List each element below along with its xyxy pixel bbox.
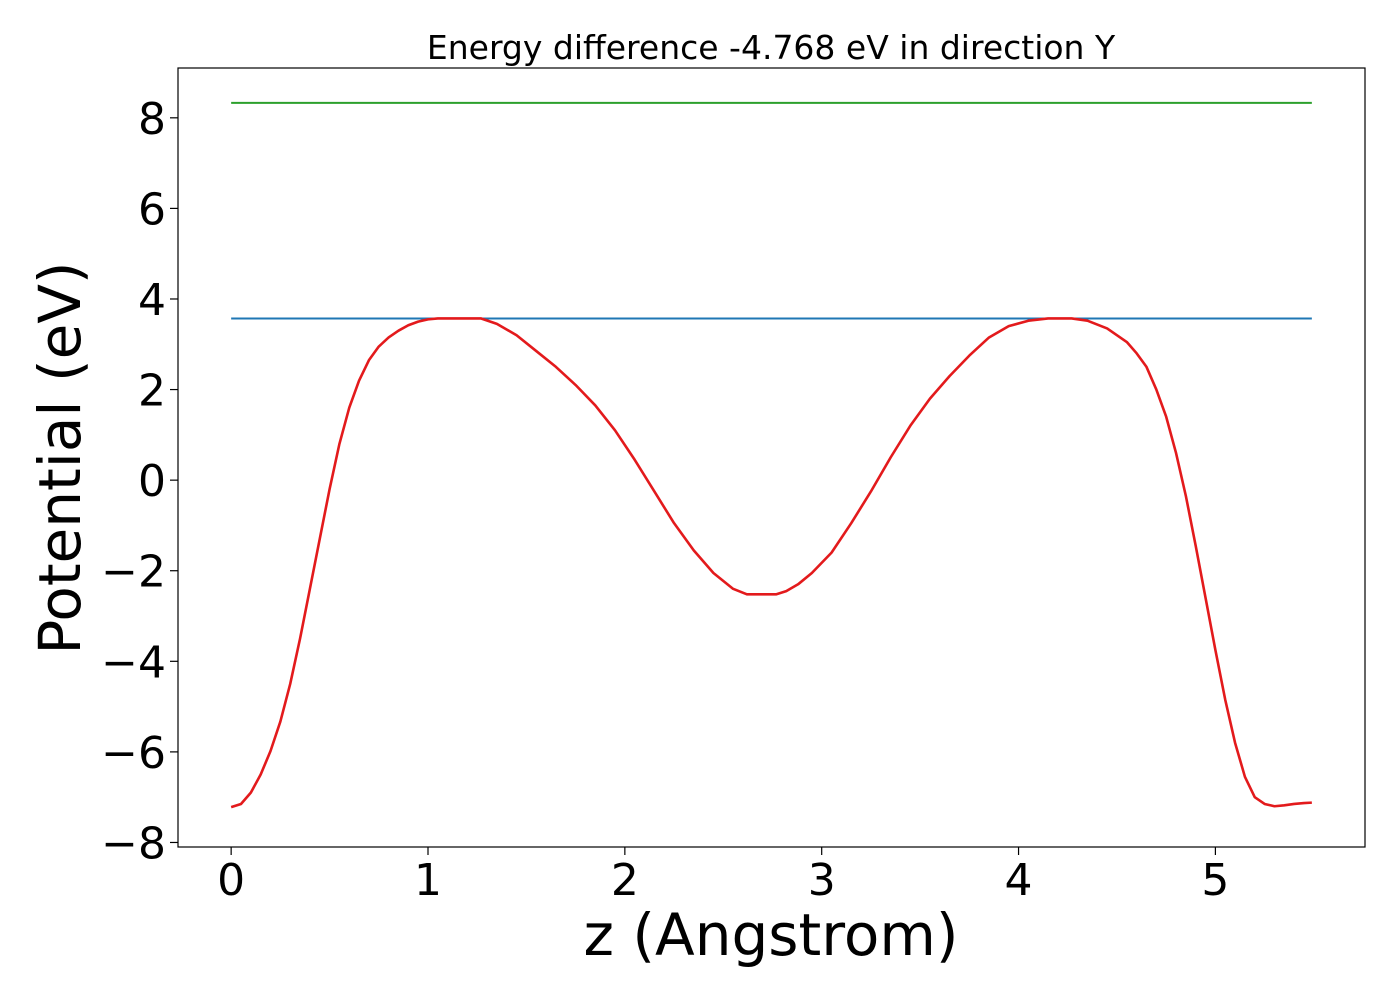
x-tick-label: 1 [414, 855, 442, 906]
series-line-2 [230, 317, 1312, 809]
y-tick-label: 6 [138, 184, 166, 235]
y-tick-label: −4 [101, 637, 166, 688]
x-tick-label: 2 [611, 855, 639, 906]
chart-title: Energy difference -4.768 eV in direction… [427, 28, 1116, 67]
y-axis-ticks: 8 6 4 2 0 −2 −4 −6 −8 [101, 94, 178, 869]
y-tick-label: 0 [138, 456, 166, 507]
x-tick-label: 3 [808, 855, 836, 906]
y-tick-label: 4 [138, 275, 166, 326]
x-axis-label: z (Angstrom) [584, 901, 959, 969]
y-tick-label: −6 [101, 728, 166, 779]
x-tick-label: 4 [1005, 855, 1033, 906]
y-tick-label: −8 [101, 818, 166, 869]
plot-area-frame [177, 67, 1366, 848]
x-tick-label: 5 [1201, 855, 1229, 906]
y-tick-label: 2 [138, 366, 166, 417]
x-axis-ticks: 0 1 2 3 4 5 [217, 847, 1229, 906]
y-tick-label: 8 [138, 94, 166, 145]
x-tick-label: 0 [217, 855, 245, 906]
y-axis-label: Potential (eV) [26, 261, 94, 654]
series-layer [230, 101, 1312, 809]
y-tick-label: −2 [101, 547, 166, 598]
